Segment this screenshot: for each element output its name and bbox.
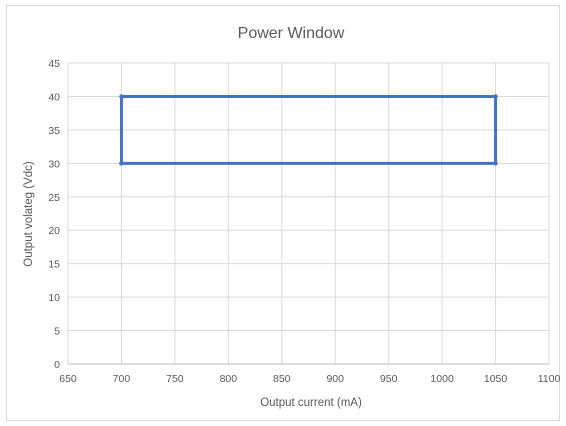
- y-tick-label: 35: [48, 125, 60, 137]
- y-tick-label: 10: [48, 292, 60, 304]
- y-tick-labels: 0 5 10 15 20 25 30 35 40 45: [48, 58, 60, 371]
- data-point: [493, 94, 498, 99]
- x-axis-title: Output current (mA): [260, 397, 362, 409]
- x-tick-label: 950: [380, 373, 398, 385]
- chart-title: Power Window: [238, 25, 345, 42]
- chart-frame: Power Window 650 700 750 800 850 900 950 1000 10…: [6, 5, 560, 421]
- y-axis-title: Output volateg (Vdc): [23, 161, 35, 267]
- x-tick-label: 900: [326, 373, 344, 385]
- data-point: [493, 161, 498, 166]
- grid-layer: [67, 62, 550, 364]
- x-tick-label: 800: [220, 373, 238, 385]
- x-tick-label: 650: [59, 373, 77, 385]
- x-tick-label: 700: [113, 373, 131, 385]
- x-tick-labels: 650 700 750 800 850 900 950 1000 1050 1100: [59, 373, 560, 385]
- y-tick-label: 25: [48, 192, 60, 204]
- y-tick-label: 30: [48, 158, 60, 170]
- y-tick-label: 40: [48, 91, 60, 103]
- y-tick-label: 45: [48, 58, 60, 70]
- x-tick-label: 750: [166, 373, 184, 385]
- y-tick-label: 20: [48, 225, 60, 237]
- series-layer: [119, 94, 498, 166]
- chart-svg: Power Window 650 700 750 800 850 900 950 1000 10…: [23, 25, 560, 409]
- y-tick-label: 0: [54, 359, 60, 371]
- y-tick-label: 5: [54, 326, 60, 338]
- y-tick-label: 15: [48, 259, 60, 271]
- data-point: [119, 94, 124, 99]
- x-tick-label: 850: [273, 373, 291, 385]
- x-tick-label: 1000: [430, 373, 454, 385]
- x-tick-label: 1050: [484, 373, 508, 385]
- data-point: [119, 161, 124, 166]
- x-tick-label: 1100: [538, 373, 561, 385]
